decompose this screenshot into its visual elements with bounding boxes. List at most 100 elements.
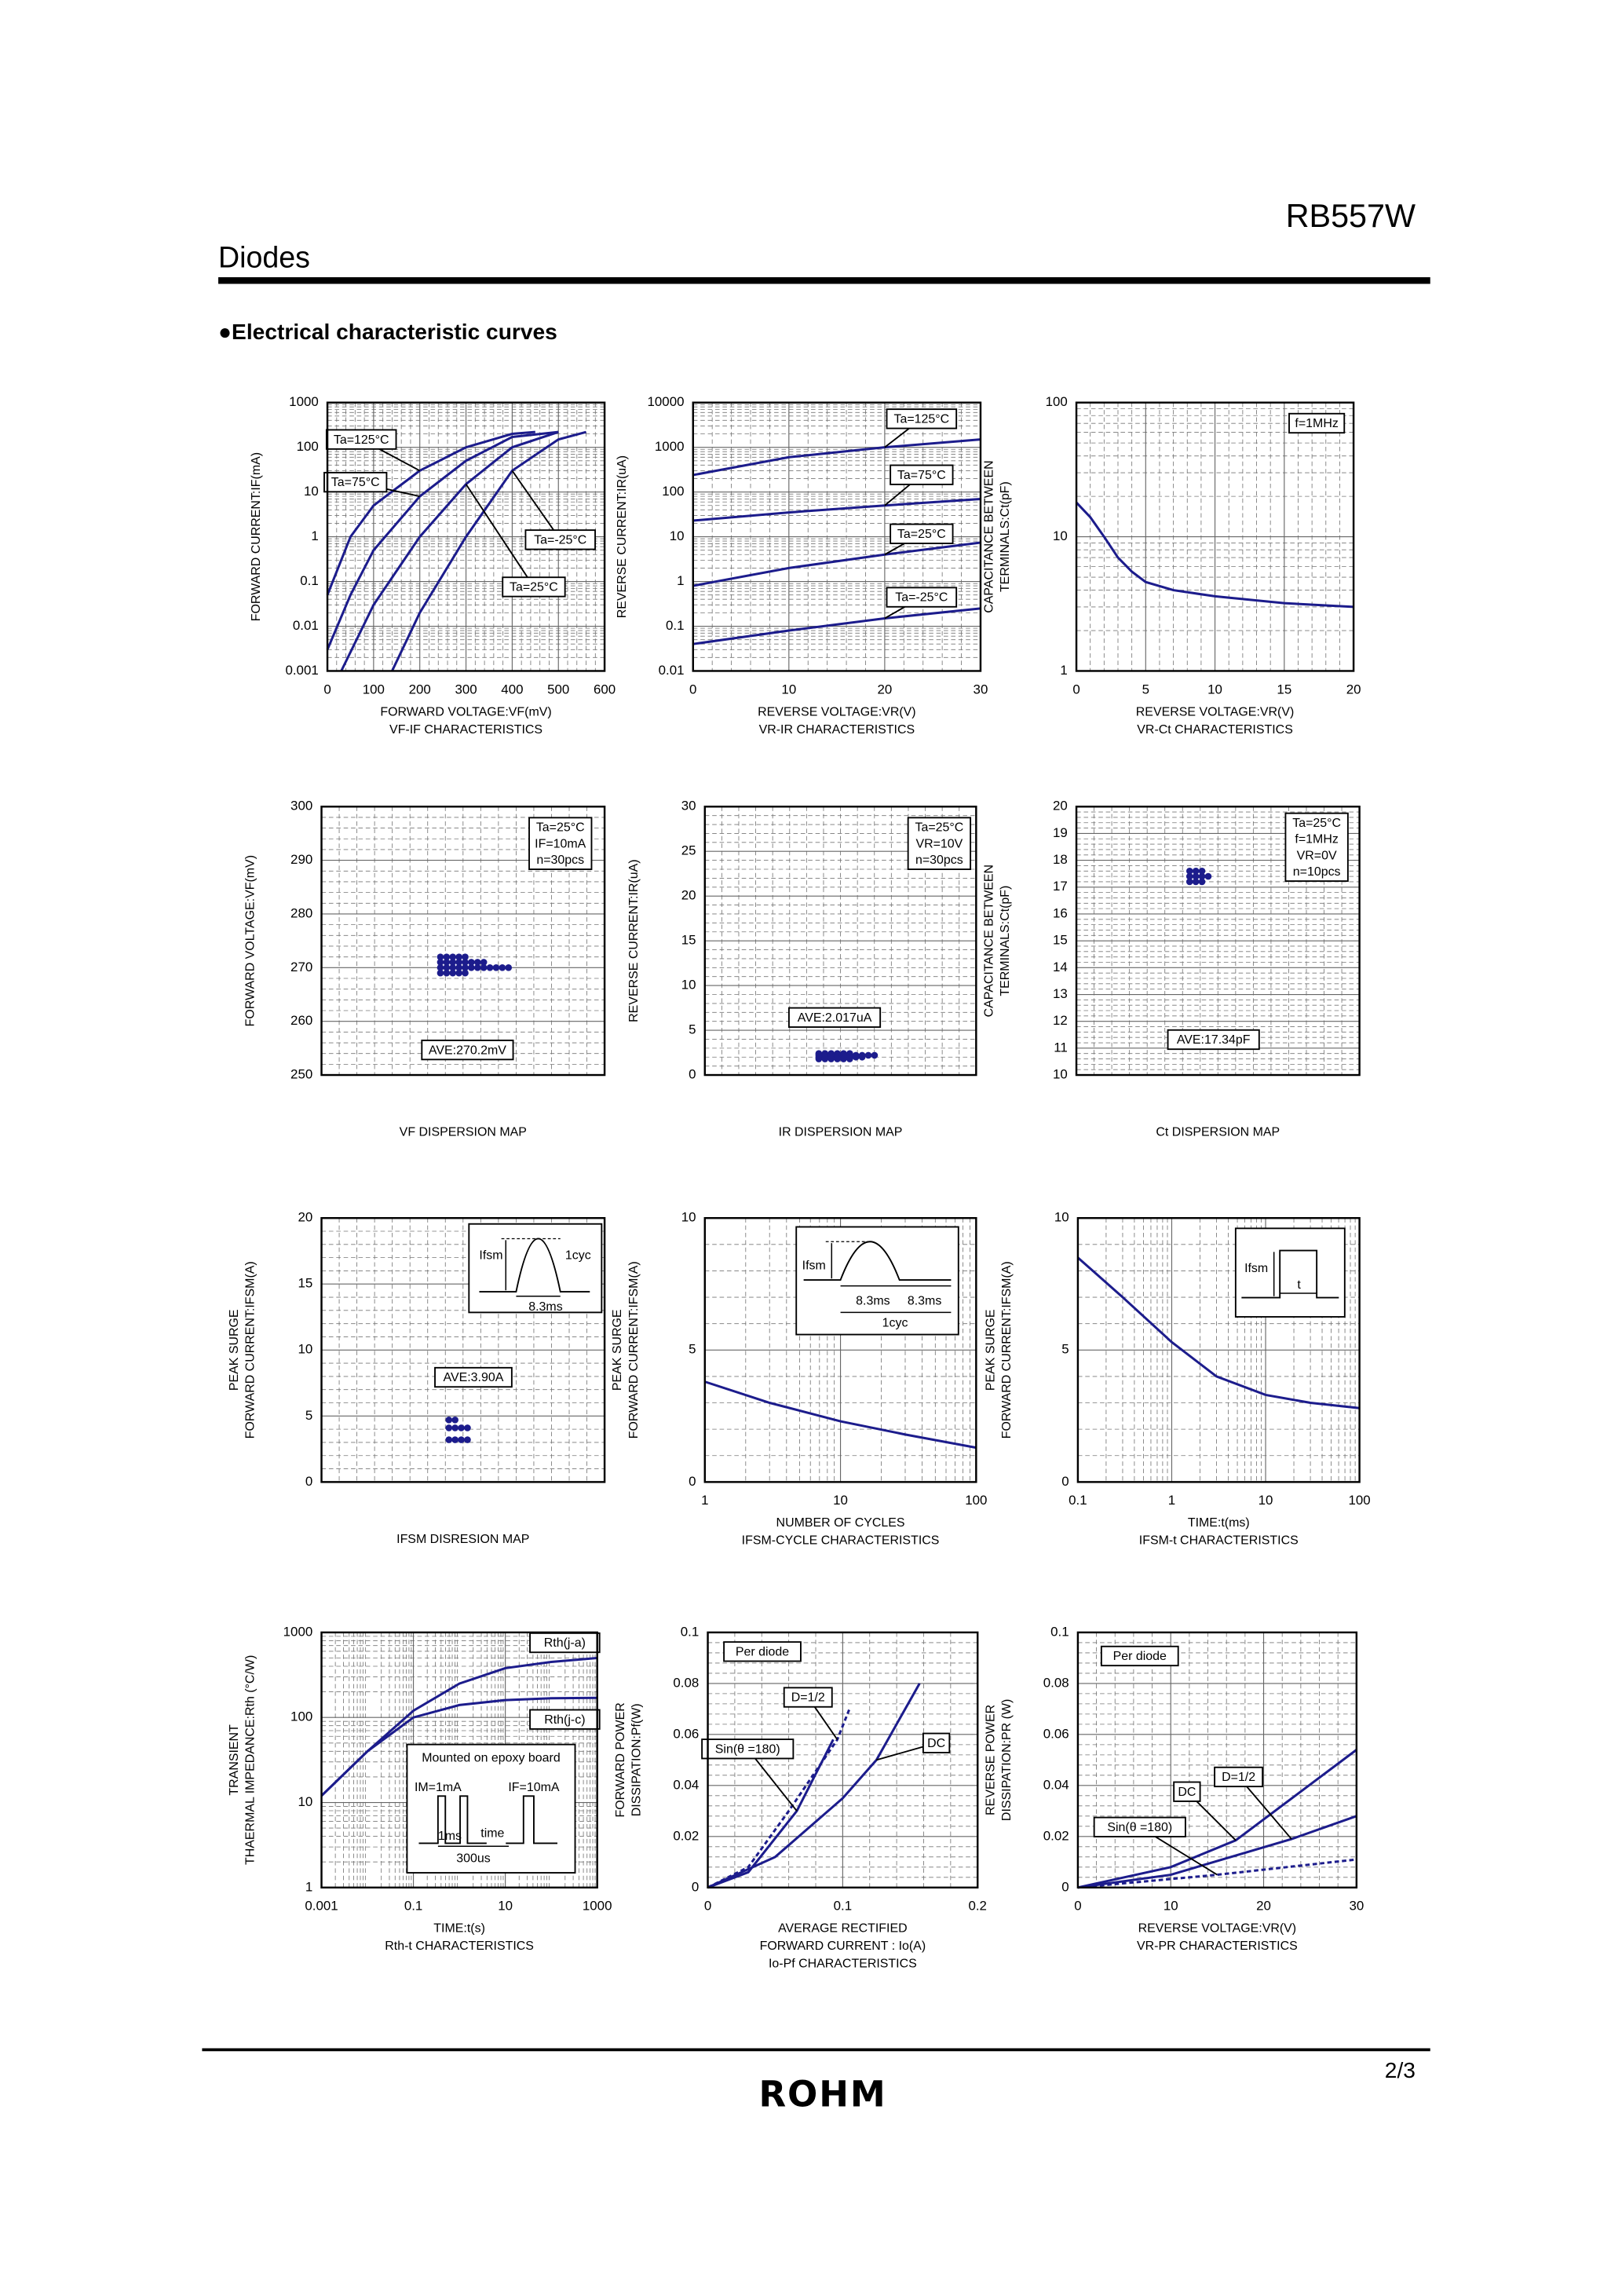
x-axis-label: FORWARD CURRENT : Io(A) bbox=[760, 1940, 926, 1953]
annotation-box bbox=[1284, 812, 1349, 883]
annotation: IF=10mA bbox=[535, 837, 586, 850]
y-tick-label: 13 bbox=[1053, 986, 1068, 1001]
dot bbox=[451, 1436, 458, 1443]
y-tick-label: 270 bbox=[290, 960, 312, 974]
dot bbox=[473, 964, 481, 971]
dot bbox=[458, 1436, 465, 1443]
legend-label: D=1/2 bbox=[791, 1691, 825, 1705]
dot bbox=[871, 1051, 879, 1059]
y-axis-label: TERMINALS:Ct(pF) bbox=[999, 886, 1012, 996]
legend-box bbox=[701, 1738, 795, 1760]
y-axis-label: DISSIPATION:PR (W) bbox=[1000, 1699, 1014, 1821]
section-title: ●Electrical characteristic curves bbox=[218, 320, 557, 344]
plot-frame bbox=[1075, 401, 1355, 672]
plot-frame bbox=[703, 806, 977, 1077]
legend-box bbox=[529, 1632, 601, 1654]
y-tick-label: 290 bbox=[290, 852, 312, 867]
annotation: Ta=25°C bbox=[536, 821, 585, 835]
annotation: Ifsm bbox=[479, 1249, 502, 1262]
y-axis-label: TERMINALS:Ct(pF) bbox=[999, 481, 1012, 592]
annotation: Ta=25°C bbox=[915, 821, 963, 835]
annotation-box bbox=[723, 1641, 802, 1662]
series-line bbox=[692, 438, 981, 477]
x-tick-label: 400 bbox=[501, 682, 523, 696]
y-tick-label: 20 bbox=[1053, 799, 1068, 813]
legend-box bbox=[783, 1687, 833, 1708]
chart-subtitle: Ct DISPERSION MAP bbox=[1156, 1126, 1280, 1139]
dot bbox=[1192, 878, 1200, 886]
y-tick-label: 10 bbox=[298, 1794, 312, 1809]
x-tick-label: 0 bbox=[1072, 682, 1080, 696]
inset-arrow bbox=[505, 1240, 561, 1297]
y-tick-label: 0 bbox=[1061, 1879, 1069, 1894]
x-tick-label: 500 bbox=[547, 682, 569, 696]
plot-frame bbox=[1076, 1631, 1358, 1889]
annotation: Ifsm bbox=[802, 1259, 826, 1272]
dot bbox=[445, 1424, 453, 1431]
series-line bbox=[692, 497, 981, 522]
y-tick-label: 1000 bbox=[289, 394, 319, 409]
legend-label: DC bbox=[1178, 1786, 1196, 1799]
category: Diodes bbox=[218, 240, 310, 273]
y-axis-label: PEAK SURGE bbox=[984, 1309, 997, 1391]
dot bbox=[1185, 867, 1193, 875]
annotation-box bbox=[1167, 1029, 1260, 1051]
y-tick-label: 1000 bbox=[655, 439, 685, 454]
x-tick-label: 0 bbox=[1074, 1899, 1081, 1914]
y-tick-label: 15 bbox=[681, 933, 696, 948]
inset-wave bbox=[1241, 1249, 1339, 1299]
dot bbox=[437, 959, 444, 966]
dot bbox=[455, 953, 462, 960]
inset-arrow bbox=[1273, 1252, 1317, 1296]
y-tick-label: 0.02 bbox=[1043, 1828, 1069, 1843]
dot bbox=[1198, 872, 1206, 880]
plot-frame bbox=[707, 1631, 979, 1889]
annotation: n=30pcs bbox=[536, 854, 584, 867]
chart-subtitle: Rth-t CHARACTERISTICS bbox=[385, 1940, 534, 1953]
chart-subtitle: VR-IR CHARACTERISTICS bbox=[759, 723, 915, 737]
x-tick-label: 0.1 bbox=[404, 1899, 422, 1914]
y-tick-label: 0 bbox=[692, 1879, 699, 1894]
y-axis-label: REVERSE POWER bbox=[984, 1705, 997, 1815]
legend-box bbox=[890, 523, 954, 544]
dot bbox=[449, 953, 457, 960]
x-tick-label: 5 bbox=[1142, 682, 1149, 696]
dot bbox=[480, 959, 488, 966]
dot bbox=[1192, 867, 1200, 875]
legend-label: Sin(θ =180) bbox=[1107, 1821, 1172, 1834]
series-line bbox=[1075, 501, 1354, 609]
y-tick-label: 0 bbox=[689, 1067, 696, 1082]
chart-subtitle: VR-Ct CHARACTERISTICS bbox=[1137, 723, 1293, 737]
dot bbox=[1198, 867, 1206, 875]
dot bbox=[468, 964, 475, 971]
x-axis-label: TIME:t(ms) bbox=[1188, 1516, 1250, 1530]
y-axis-label: CAPACITANCE BETWEEN bbox=[982, 460, 995, 612]
annotation: 1cyc bbox=[565, 1249, 591, 1262]
legend-box bbox=[890, 464, 954, 485]
dot bbox=[437, 964, 444, 971]
legend-label: Sin(θ =180) bbox=[715, 1742, 780, 1756]
series-line bbox=[340, 430, 559, 672]
annotation: 1ms bbox=[438, 1830, 462, 1843]
y-tick-label: 5 bbox=[305, 1408, 312, 1423]
plot-frame bbox=[703, 1216, 977, 1483]
annotation-box bbox=[1100, 1645, 1179, 1667]
y-tick-label: 30 bbox=[681, 799, 696, 813]
dot bbox=[858, 1053, 866, 1061]
x-axis-label: AVERAGE RECTIFIED bbox=[778, 1922, 908, 1936]
dot bbox=[840, 1055, 847, 1062]
x-tick-label: 0.001 bbox=[305, 1899, 338, 1914]
y-tick-label: 16 bbox=[1053, 905, 1068, 920]
annotation: n=10pcs bbox=[1293, 865, 1341, 879]
inset-box bbox=[1234, 1227, 1346, 1318]
dot bbox=[443, 964, 451, 971]
callout-arrow bbox=[1237, 1776, 1292, 1840]
y-axis-label: REVERSE CURRENT:IR(uA) bbox=[627, 859, 641, 1022]
legend-box bbox=[524, 529, 597, 550]
y-tick-label: 0.06 bbox=[1043, 1726, 1069, 1741]
chart-subtitle: VF DISPERSION MAP bbox=[400, 1126, 527, 1139]
y-tick-label: 15 bbox=[298, 1276, 312, 1291]
annotation-box bbox=[528, 817, 593, 871]
annotation: VR=10V bbox=[915, 837, 963, 850]
